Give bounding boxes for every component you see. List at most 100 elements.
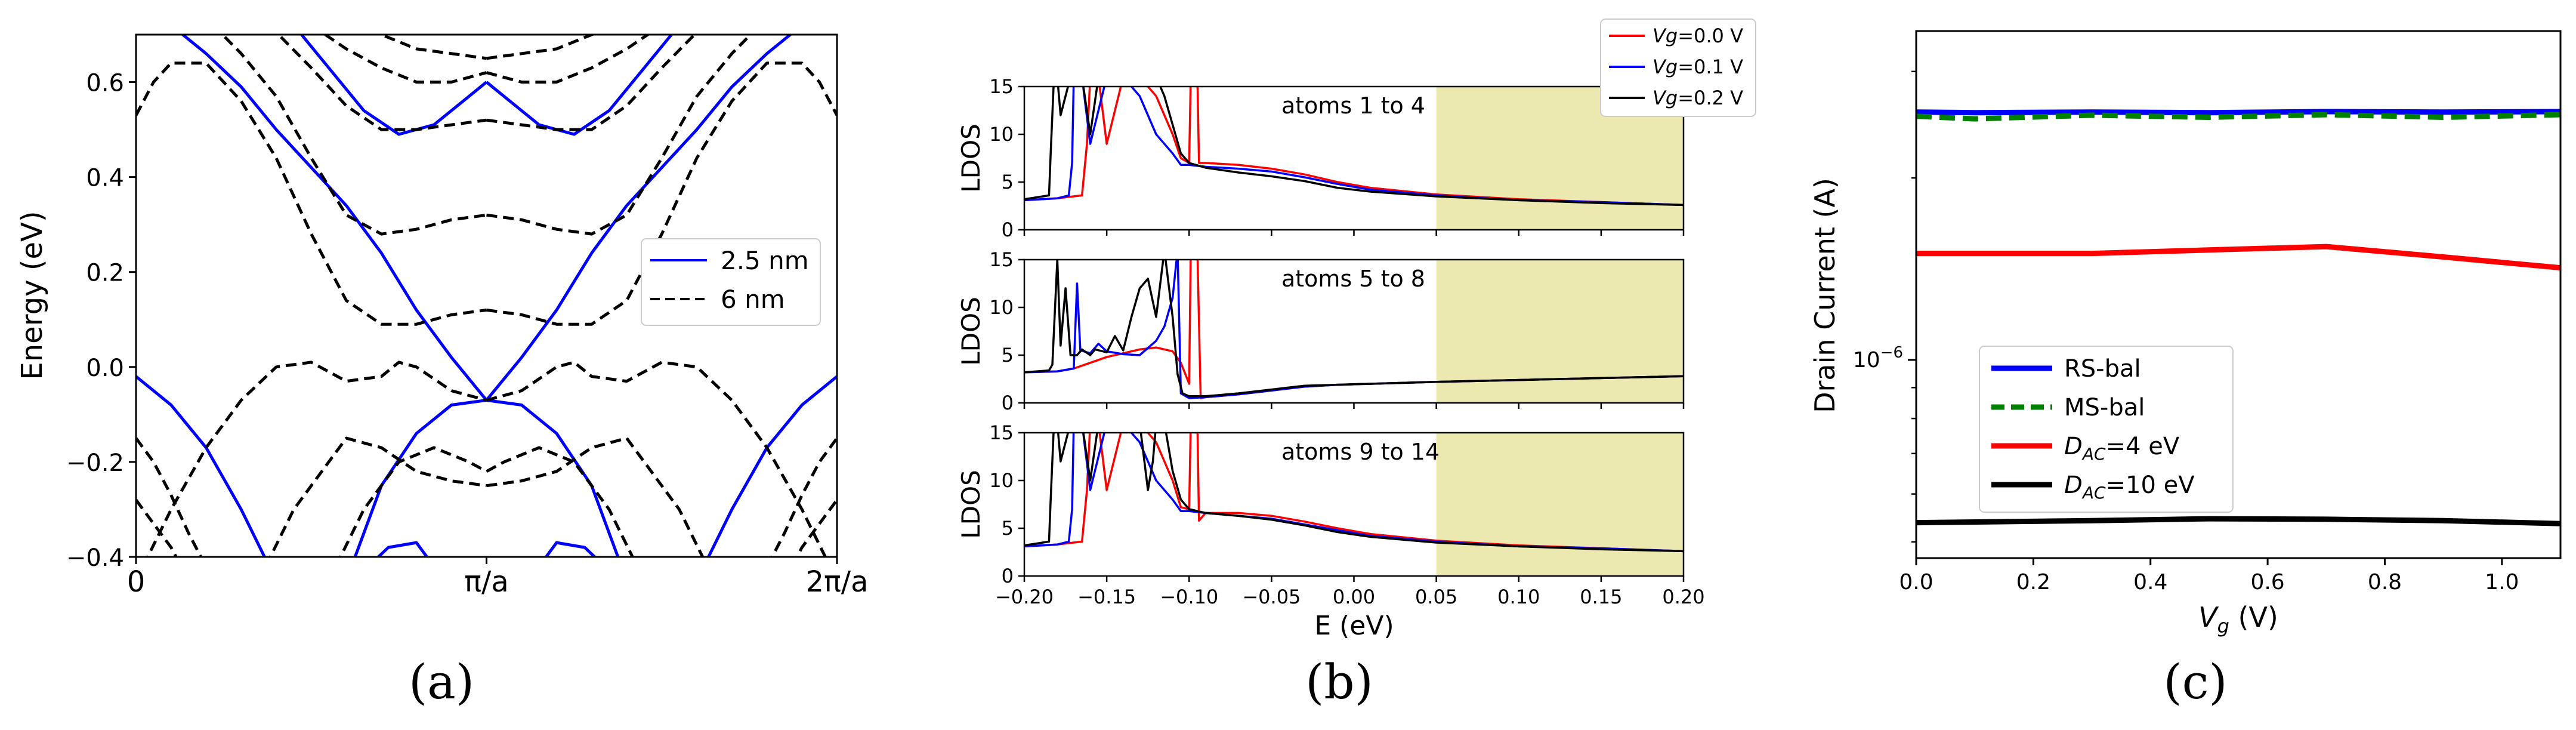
chart-b-subplot-2-lines [1024, 433, 1684, 553]
panel-label-a: (a) [409, 654, 474, 710]
chart-b-subplot-0-lines [1024, 87, 1684, 207]
chart-a-series-0-band-1 [486, 375, 837, 557]
chart-a-series-1-band-15 [486, 35, 597, 60]
chart-a-ylabel: Energy (eV) [16, 211, 49, 380]
chart-a-series-1-band-6 [136, 61, 487, 326]
chart-a-series-1-band-8 [220, 35, 487, 236]
chart-a-series-1-band-1 [486, 361, 827, 557]
chart-a-legend-label-2-5nm: 2.5 nm [721, 246, 809, 275]
chart-a-series-1-band-3 [486, 436, 705, 557]
chart-c-xtick-label-1: 0.2 [2016, 570, 2050, 595]
chart-c-legend-box [1979, 346, 2234, 513]
chart-b-subplot-0-ytick-label-3: 15 [989, 75, 1014, 98]
chart-c-ticks: 0.0 0.2 0.4 0.6 0.8 1.0 10−6 [1853, 70, 2519, 595]
chart-a-series-0-band-0 [136, 375, 487, 557]
chart-c-series-2 [1916, 244, 2560, 271]
chart-b-legend-label-vg0: Vg=0.0 V [1653, 24, 1743, 47]
chart-c-xtick-label-3: 0.6 [2250, 570, 2284, 595]
chart-c-xtick-label-5: 1.0 [2485, 570, 2519, 595]
chart-b-subplot-2-series-0 [1024, 433, 1684, 553]
chart-a-ytick-label-3: 0.2 [86, 260, 124, 287]
chart-b-subplot-1-ytick-label-1: 5 [1002, 344, 1014, 366]
chart-b-legend-var-vg2: Vg [1653, 87, 1678, 109]
chart-c-legend-label-rs-bal: RS-bal [2064, 355, 2141, 383]
chart-a-ytick-label-4: 0.4 [86, 165, 124, 192]
chart-a-xtick-label-0: 0 [127, 565, 146, 599]
chart-b-subplot-1-ytick-label-0: 0 [1002, 392, 1014, 414]
panel-label-c: (c) [2163, 654, 2227, 710]
chart-b-xlabel: E (eV) [1314, 611, 1394, 641]
chart-c-xtick-label-2: 0.4 [2133, 570, 2167, 595]
chart-b-subplot-1-annotation: atoms 5 to 8 [1281, 266, 1425, 292]
chart-c-legend-label-dac4: DAC=4 eV [2064, 433, 2180, 464]
chart-b-legend-label-vg1: Vg=0.1 V [1653, 56, 1743, 78]
chart-b-subplot-0-series-0 [1024, 87, 1684, 207]
chart-c: 0.0 0.2 0.4 0.6 0.8 1.0 10−6 Drain Current (A)… [1809, 30, 2562, 637]
chart-b-subplot-2-ytick-label-1: 5 [1002, 517, 1014, 540]
chart-b-subplot-1-lines [1024, 260, 1684, 399]
chart-c-frame [1915, 30, 2562, 559]
chart-b-subplot-2-ytick-label-3: 15 [989, 421, 1014, 444]
chart-a-plot-area [136, 35, 837, 557]
chart-a-series-1-band-12 [322, 35, 487, 84]
chart-b-xtick-label-1: −0.15 [1077, 586, 1136, 608]
chart-b-shaded-region-2 [1436, 433, 1684, 576]
chart-b-subplots: atoms 1 to 4 0 5 10 15 LDOS atoms 5 to 8 0 5 10 15… [956, 75, 1705, 608]
chart-a-series-1-band-17 [770, 437, 837, 557]
chart-c-legend-sub-dac10: AC [2081, 483, 2106, 503]
chart-a-ytick-label-0: −0.4 [66, 544, 124, 572]
chart-c-legend-var-dac4: D [2064, 433, 2083, 460]
chart-b-subplot-2-ytick-label-2: 10 [989, 469, 1014, 492]
chart-c-legend-sub-dac4: AC [2081, 444, 2106, 464]
chart-b-subplot-0-annotation: atoms 1 to 4 [1281, 93, 1425, 119]
chart-c-ytick-major-label: 10−6 [1853, 344, 1903, 372]
chart-a-xtick-label-2: 2π/a [805, 565, 868, 599]
chart-b: atoms 1 to 4 0 5 10 15 LDOS atoms 5 to 8 0 5 10 15… [956, 19, 1756, 641]
chart-a-series-1-band-11 [486, 35, 697, 131]
chart-a-xtick-label-1: π/a [464, 565, 508, 599]
chart-a-series-0-band-5 [485, 35, 674, 136]
chart-b-xtick-label-6: 0.10 [1497, 586, 1540, 608]
chart-b-subplot-1-series-2 [1024, 260, 1684, 398]
chart-a-series-0-band-2 [180, 35, 488, 402]
chart-b-xtick-label-5: 0.05 [1415, 586, 1457, 608]
chart-a-series-1-band-2 [268, 436, 487, 557]
chart-a-ticks: −0.4 −0.2 0.0 0.2 0.4 0.6 0 π/a 2π/a [66, 70, 869, 599]
chart-c-legend-var-dac10: D [2064, 472, 2083, 499]
chart-b-subplot-2: atoms 9 to 14 0 5 10 15 LDOS −0.20 −0.15 −0.10 −0… [956, 421, 1705, 608]
chart-c-legend-label-dac10: DAC=10 eV [2064, 472, 2195, 503]
chart-a-series-1-band-0 [146, 361, 487, 557]
chart-a-series-0-band-4 [299, 35, 488, 136]
chart-c-legend-rest-dac4: =4 eV [2106, 433, 2180, 460]
chart-b-xtick-label-0: −0.20 [995, 586, 1054, 608]
chart-b-xtick-label-8: 0.20 [1662, 586, 1704, 608]
chart-c-ylabel: Drain Current (A) [1809, 178, 1841, 413]
chart-b-subplot-0-series-1 [1024, 87, 1684, 207]
chart-a-series-1-band-5 [486, 446, 635, 557]
chart-b-subplot-2-series-2 [1024, 433, 1684, 553]
chart-a-series-1-band-4 [338, 446, 487, 557]
chart-b-legend-label-vg2: Vg=0.2 V [1653, 87, 1743, 109]
chart-b-subplot-1-ytick-label-3: 15 [989, 248, 1014, 271]
chart-b-subplot-2-annotation: atoms 9 to 14 [1281, 439, 1440, 465]
chart-c-xlabel-var: V [2198, 601, 2219, 633]
chart-b-subplot-1: atoms 5 to 8 0 5 10 15 LDOS [956, 248, 1685, 414]
chart-b-legend-value-vg0: =0.0 V [1678, 24, 1743, 47]
chart-c-legend: RS-bal MS-bal DAC=4 eV DAC=10 eV [1979, 346, 2234, 513]
chart-b-subplot-0-ytick-label-0: 0 [1002, 218, 1014, 241]
chart-a-series-1-band-9 [486, 35, 753, 236]
chart-c-plot-area [1916, 109, 2560, 526]
chart-b-subplot-2-ylabel: LDOS [956, 470, 986, 538]
chart-a-series-1-band-10 [276, 35, 487, 131]
chart-b-xtick-label-7: 0.15 [1580, 586, 1622, 608]
chart-b-xtick-label-2: −0.10 [1160, 586, 1218, 608]
chart-b-xtick-label-3: −0.05 [1242, 586, 1301, 608]
chart-c-ytick-major-exp: −6 [1880, 344, 1903, 362]
chart-a-series-0-band-3 [485, 35, 793, 402]
chart-b-legend-var-vg1: Vg [1653, 56, 1678, 78]
chart-b-subplot-0-ytick-label-2: 10 [989, 123, 1014, 146]
chart-c-legend-label-ms-bal: MS-bal [2064, 394, 2145, 421]
chart-c-series-1 [1916, 112, 2560, 122]
chart-c-xlabel-unit: (V) [2229, 601, 2278, 633]
chart-a-legend-label-6nm: 6 nm [721, 285, 785, 314]
